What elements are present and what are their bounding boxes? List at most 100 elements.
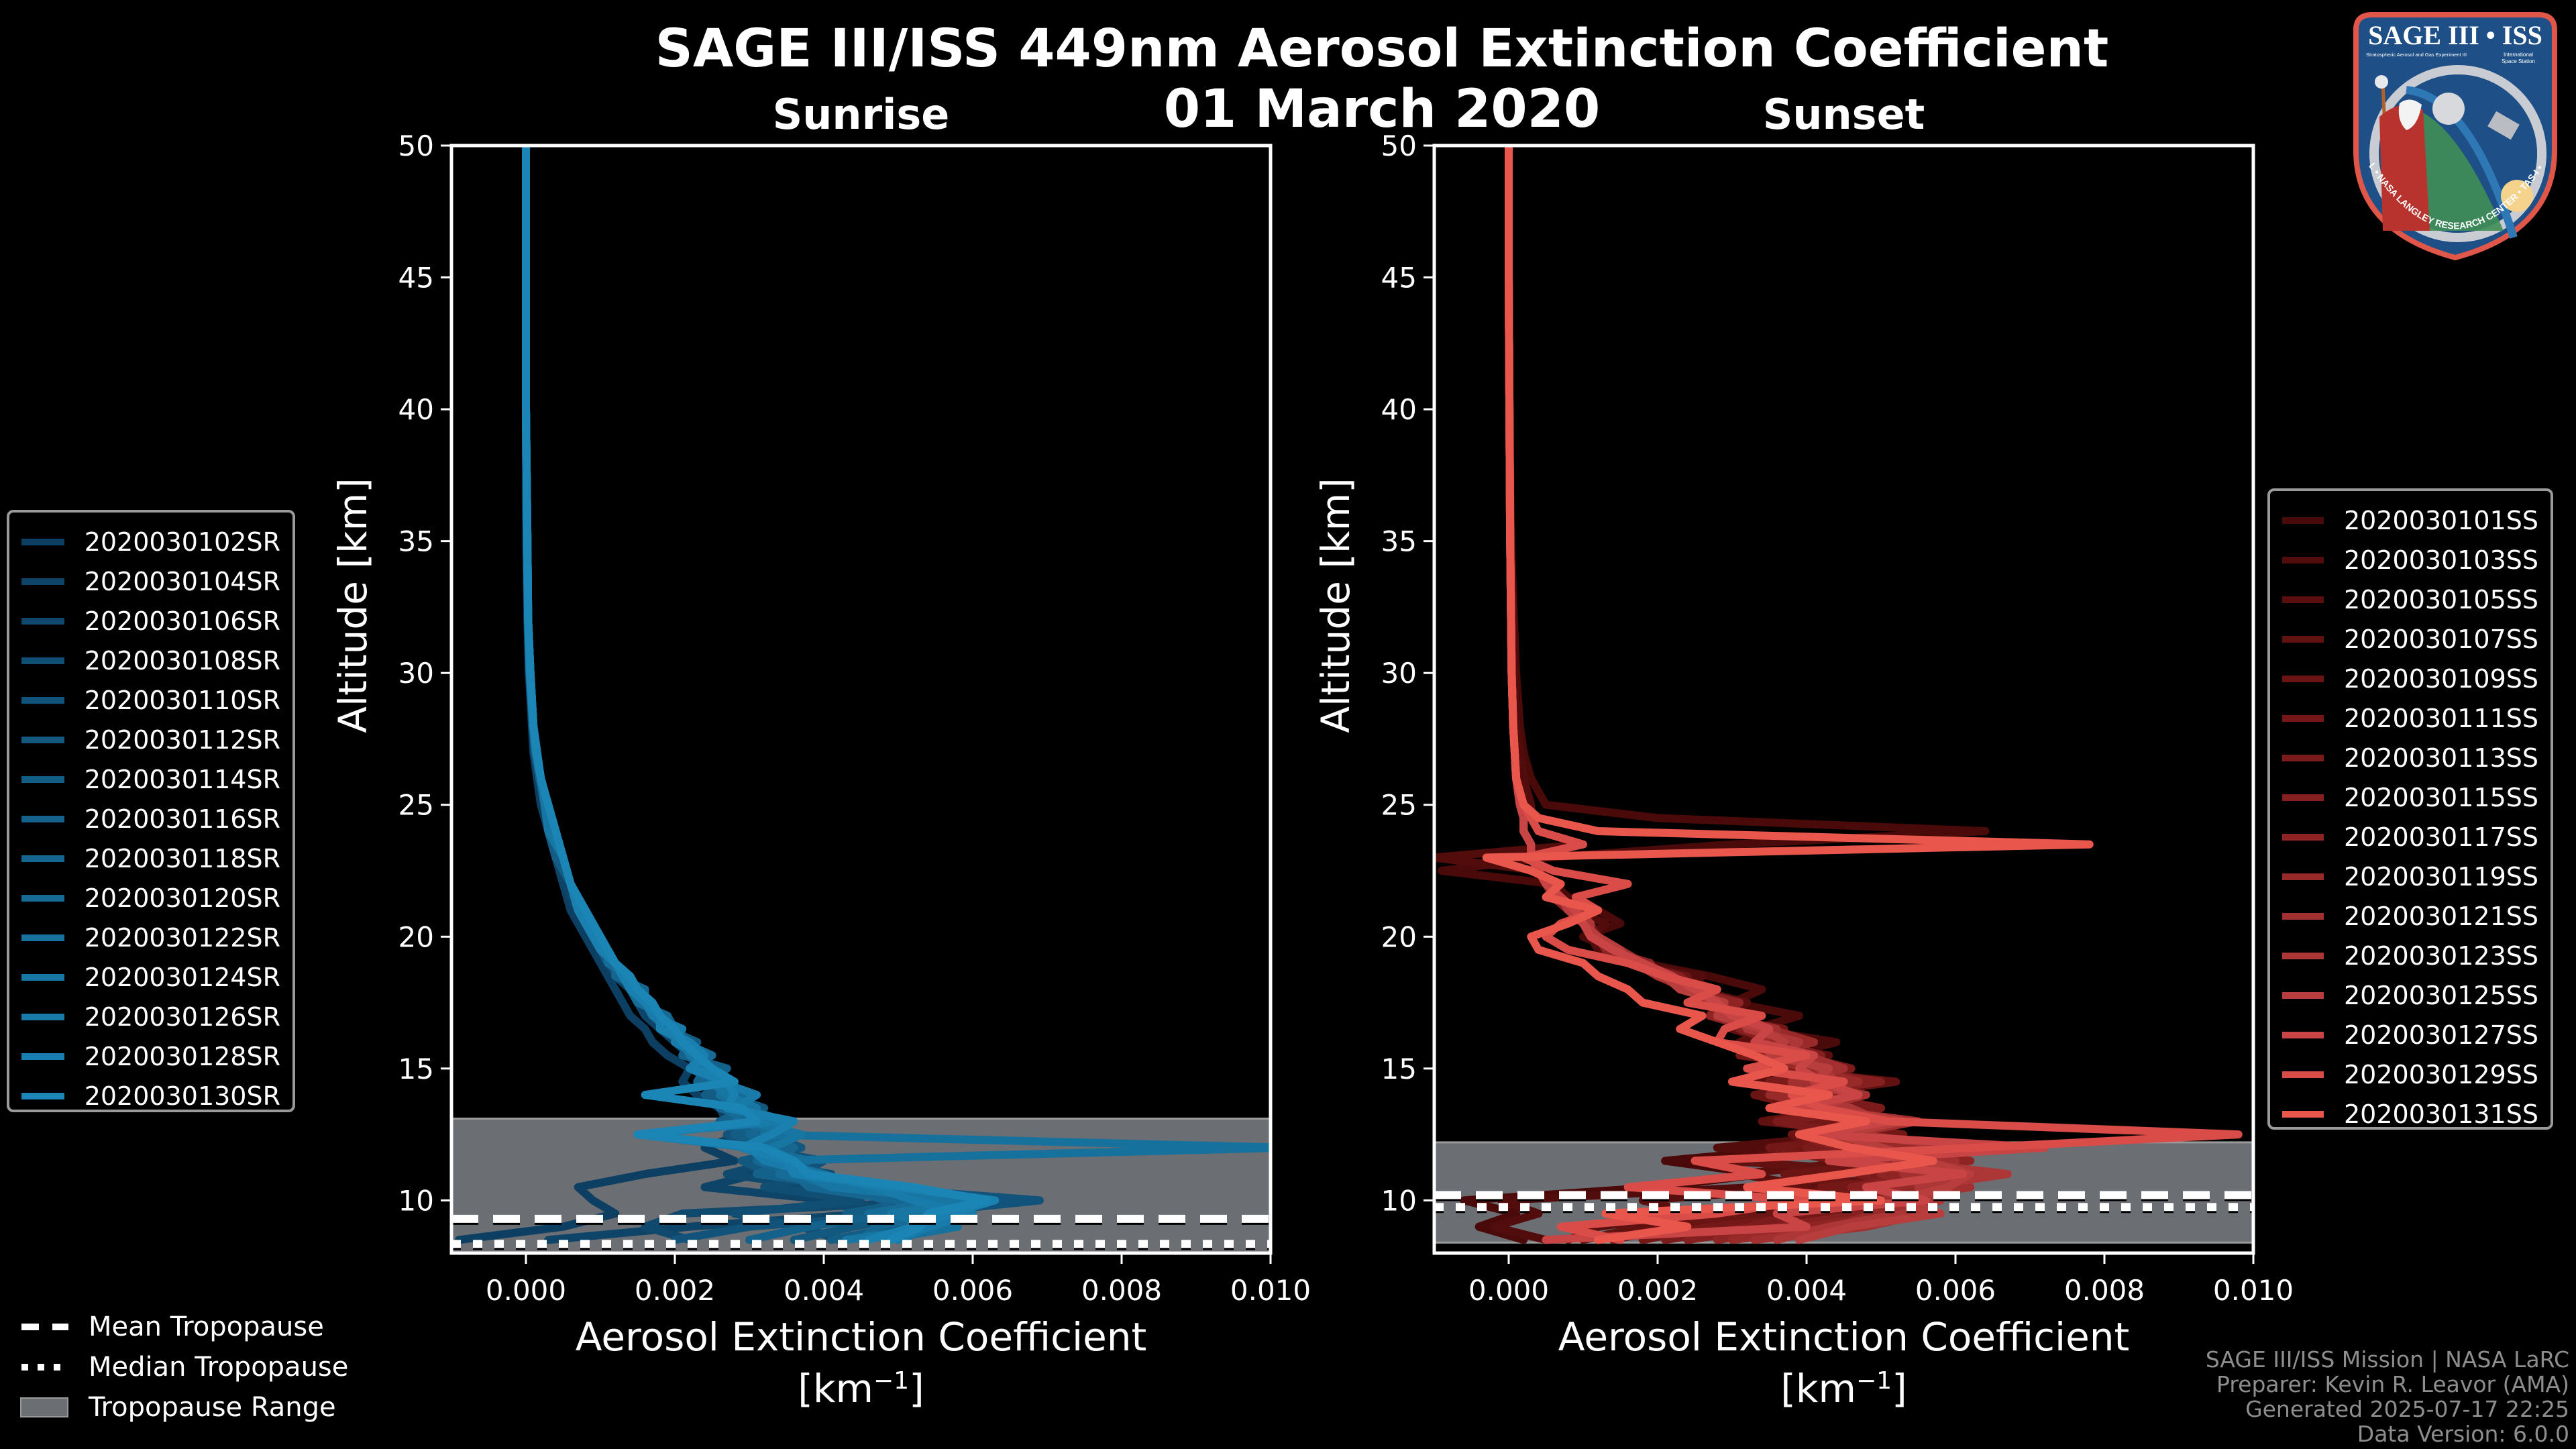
- legend-line-swatch-icon: [21, 973, 64, 981]
- x-axis-units: [km−1]: [1780, 1366, 1907, 1411]
- y-tick-label: 20: [1381, 920, 1417, 953]
- legend-item: 2020030117SS: [2282, 817, 2538, 857]
- legend-label: Mean Tropopause: [89, 1311, 324, 1342]
- legend-line-swatch-icon: [2282, 873, 2324, 880]
- legend-item: 2020030124SR: [21, 957, 280, 997]
- legend-line-swatch-icon: [21, 815, 64, 822]
- legend-line-swatch-icon: [21, 855, 64, 862]
- legend-item: 2020030104SR: [21, 561, 280, 601]
- dashed-line-icon: [21, 1324, 68, 1330]
- legend-label: 2020030116SR: [84, 804, 280, 834]
- x-tick-label: 0.004: [784, 1274, 864, 1307]
- y-tick-label: 50: [1381, 129, 1417, 162]
- y-tick-label: 25: [398, 789, 434, 822]
- y-tick-label: 30: [398, 657, 434, 690]
- legend-item: 2020030107SS: [2282, 619, 2538, 659]
- profile-2020030110SR: [522, 146, 1044, 1244]
- x-tick-label: 0.008: [1081, 1274, 1162, 1307]
- dotted-line-icon: [21, 1364, 68, 1371]
- legend-item: 2020030122SR: [21, 918, 280, 957]
- legend-line-swatch-icon: [21, 538, 64, 545]
- axes-sunset: 10 15 20 25 30 35 40 45 50 0.000 0.002 0.004 0.006 0.…: [1313, 129, 2294, 1411]
- axes-frame: [1432, 144, 2255, 1255]
- legend-item: 2020030114SR: [21, 759, 280, 799]
- legend-line-swatch-icon: [21, 657, 64, 664]
- legend-label: 2020030115SS: [2343, 782, 2538, 812]
- legend-label: 2020030122SR: [84, 922, 280, 953]
- profile-2020030113SS: [1505, 146, 1952, 1244]
- profile-2020030122SR: [522, 146, 1271, 1244]
- legend-label: 2020030129SS: [2343, 1059, 2538, 1089]
- profile-2020030112SR: [522, 146, 992, 1244]
- panel-title-sunset: Sunset: [1762, 90, 1925, 139]
- legend-item: 2020030126SR: [21, 997, 280, 1036]
- y-tick-label: 30: [1381, 657, 1417, 690]
- legend-line-swatch-icon: [21, 934, 64, 941]
- legend-line-swatch-icon: [2282, 714, 2324, 722]
- x-tick-label: 0.000: [486, 1274, 566, 1307]
- legend-line-swatch-icon: [21, 736, 64, 743]
- y-tick-label: 35: [1381, 525, 1417, 558]
- legend-label: 2020030103SS: [2343, 545, 2538, 575]
- credit-version: Data Version: 6.0.0: [2357, 1421, 2569, 1447]
- profile-lines: [1434, 146, 2243, 1244]
- legend-line-swatch-icon: [21, 894, 64, 902]
- legend-line-swatch-icon: [2282, 517, 2324, 524]
- y-axis-label: Altitude [km]: [330, 478, 376, 733]
- legend-line-swatch-icon: [21, 696, 64, 704]
- legend-label: 2020030118SR: [84, 843, 280, 873]
- credits: SAGE III/ISS Mission | NASA LaRC Prepare…: [2206, 1347, 2569, 1446]
- profile-2020030106SR: [522, 146, 962, 1244]
- legend-sunrise: 2020030102SR 2020030104SR 2020030106SR 2020…: [7, 510, 295, 1112]
- x-tick-label: 0.002: [1617, 1274, 1698, 1307]
- x-axis-label: Aerosol Extinction Coefficient: [576, 1314, 1147, 1360]
- legend-item: 2020030125SS: [2282, 975, 2538, 1015]
- sage-iii-iss-mission-patch-logo: SAGE III • ISS Stratospheric Aerosol and…: [2343, 9, 2557, 261]
- legend-line-swatch-icon: [2282, 1071, 2324, 1078]
- legend-label: 2020030107SS: [2343, 624, 2538, 654]
- x-tick-label: 0.004: [1766, 1274, 1847, 1307]
- y-tick-label: 35: [398, 525, 434, 558]
- legend-item-median-tropopause: Median Tropopause: [20, 1347, 348, 1387]
- y-tick-label: 15: [1381, 1053, 1417, 1085]
- legend-line-swatch-icon: [2282, 1031, 2324, 1038]
- legend-sunset: 2020030101SS 2020030103SS 2020030105SS 2020…: [2267, 488, 2553, 1130]
- profile-2020030111SS: [1505, 146, 1968, 1244]
- logo-subtitle-iss-1: International: [2504, 52, 2533, 58]
- legend-item: 2020030129SS: [2282, 1055, 2538, 1094]
- legend-label: 2020030109SS: [2343, 663, 2538, 694]
- legend-label: 2020030113SS: [2343, 743, 2538, 773]
- legend-item: 2020030111SS: [2282, 698, 2538, 738]
- legend-item: 2020030103SS: [2282, 540, 2538, 580]
- legend-label: Tropopause Range: [89, 1392, 336, 1423]
- legend-line-swatch-icon: [2282, 952, 2324, 959]
- x-tick-label: 0.010: [2213, 1274, 2294, 1307]
- legend-line-swatch-icon: [21, 1092, 64, 1099]
- wizard-figure-icon: [2379, 105, 2430, 231]
- legend-item-tropopause-range: Tropopause Range: [20, 1387, 348, 1428]
- legend-item: 2020030112SR: [21, 720, 280, 759]
- credit-generated: Generated 2025-07-17 22:25: [2245, 1396, 2569, 1422]
- legend-line-swatch-icon: [2282, 556, 2324, 564]
- legend-item: 2020030106SR: [21, 601, 280, 641]
- profile-2020030108SR: [522, 146, 865, 1244]
- profile-2020030128SR: [522, 146, 1000, 1244]
- legend-item: 2020030105SS: [2282, 580, 2538, 619]
- y-tick-label: 10: [398, 1184, 434, 1217]
- x-tick-label: 0.000: [1468, 1274, 1549, 1307]
- y-tick-label: 50: [398, 129, 434, 162]
- profile-2020030120SR: [522, 146, 947, 1244]
- legend-label: 2020030106SR: [84, 606, 280, 636]
- legend-label: 2020030117SS: [2343, 822, 2538, 852]
- legend-label: 2020030128SR: [84, 1041, 280, 1071]
- legend-item-mean-tropopause: Mean Tropopause: [20, 1307, 348, 1347]
- legend-label: 2020030126SR: [84, 1002, 280, 1032]
- legend-label: 2020030111SS: [2343, 703, 2538, 733]
- legend-label: 2020030125SS: [2343, 980, 2538, 1010]
- y-tick-label: 25: [1381, 789, 1417, 822]
- figure-title: SAGE III/ISS 449nm Aerosol Extinction Co…: [655, 19, 2109, 79]
- legend-label: 2020030124SR: [84, 962, 280, 992]
- figure-date: 01 March 2020: [1163, 79, 1601, 140]
- legend-item: 2020030123SS: [2282, 936, 2538, 975]
- y-tick-label: 45: [1381, 262, 1417, 294]
